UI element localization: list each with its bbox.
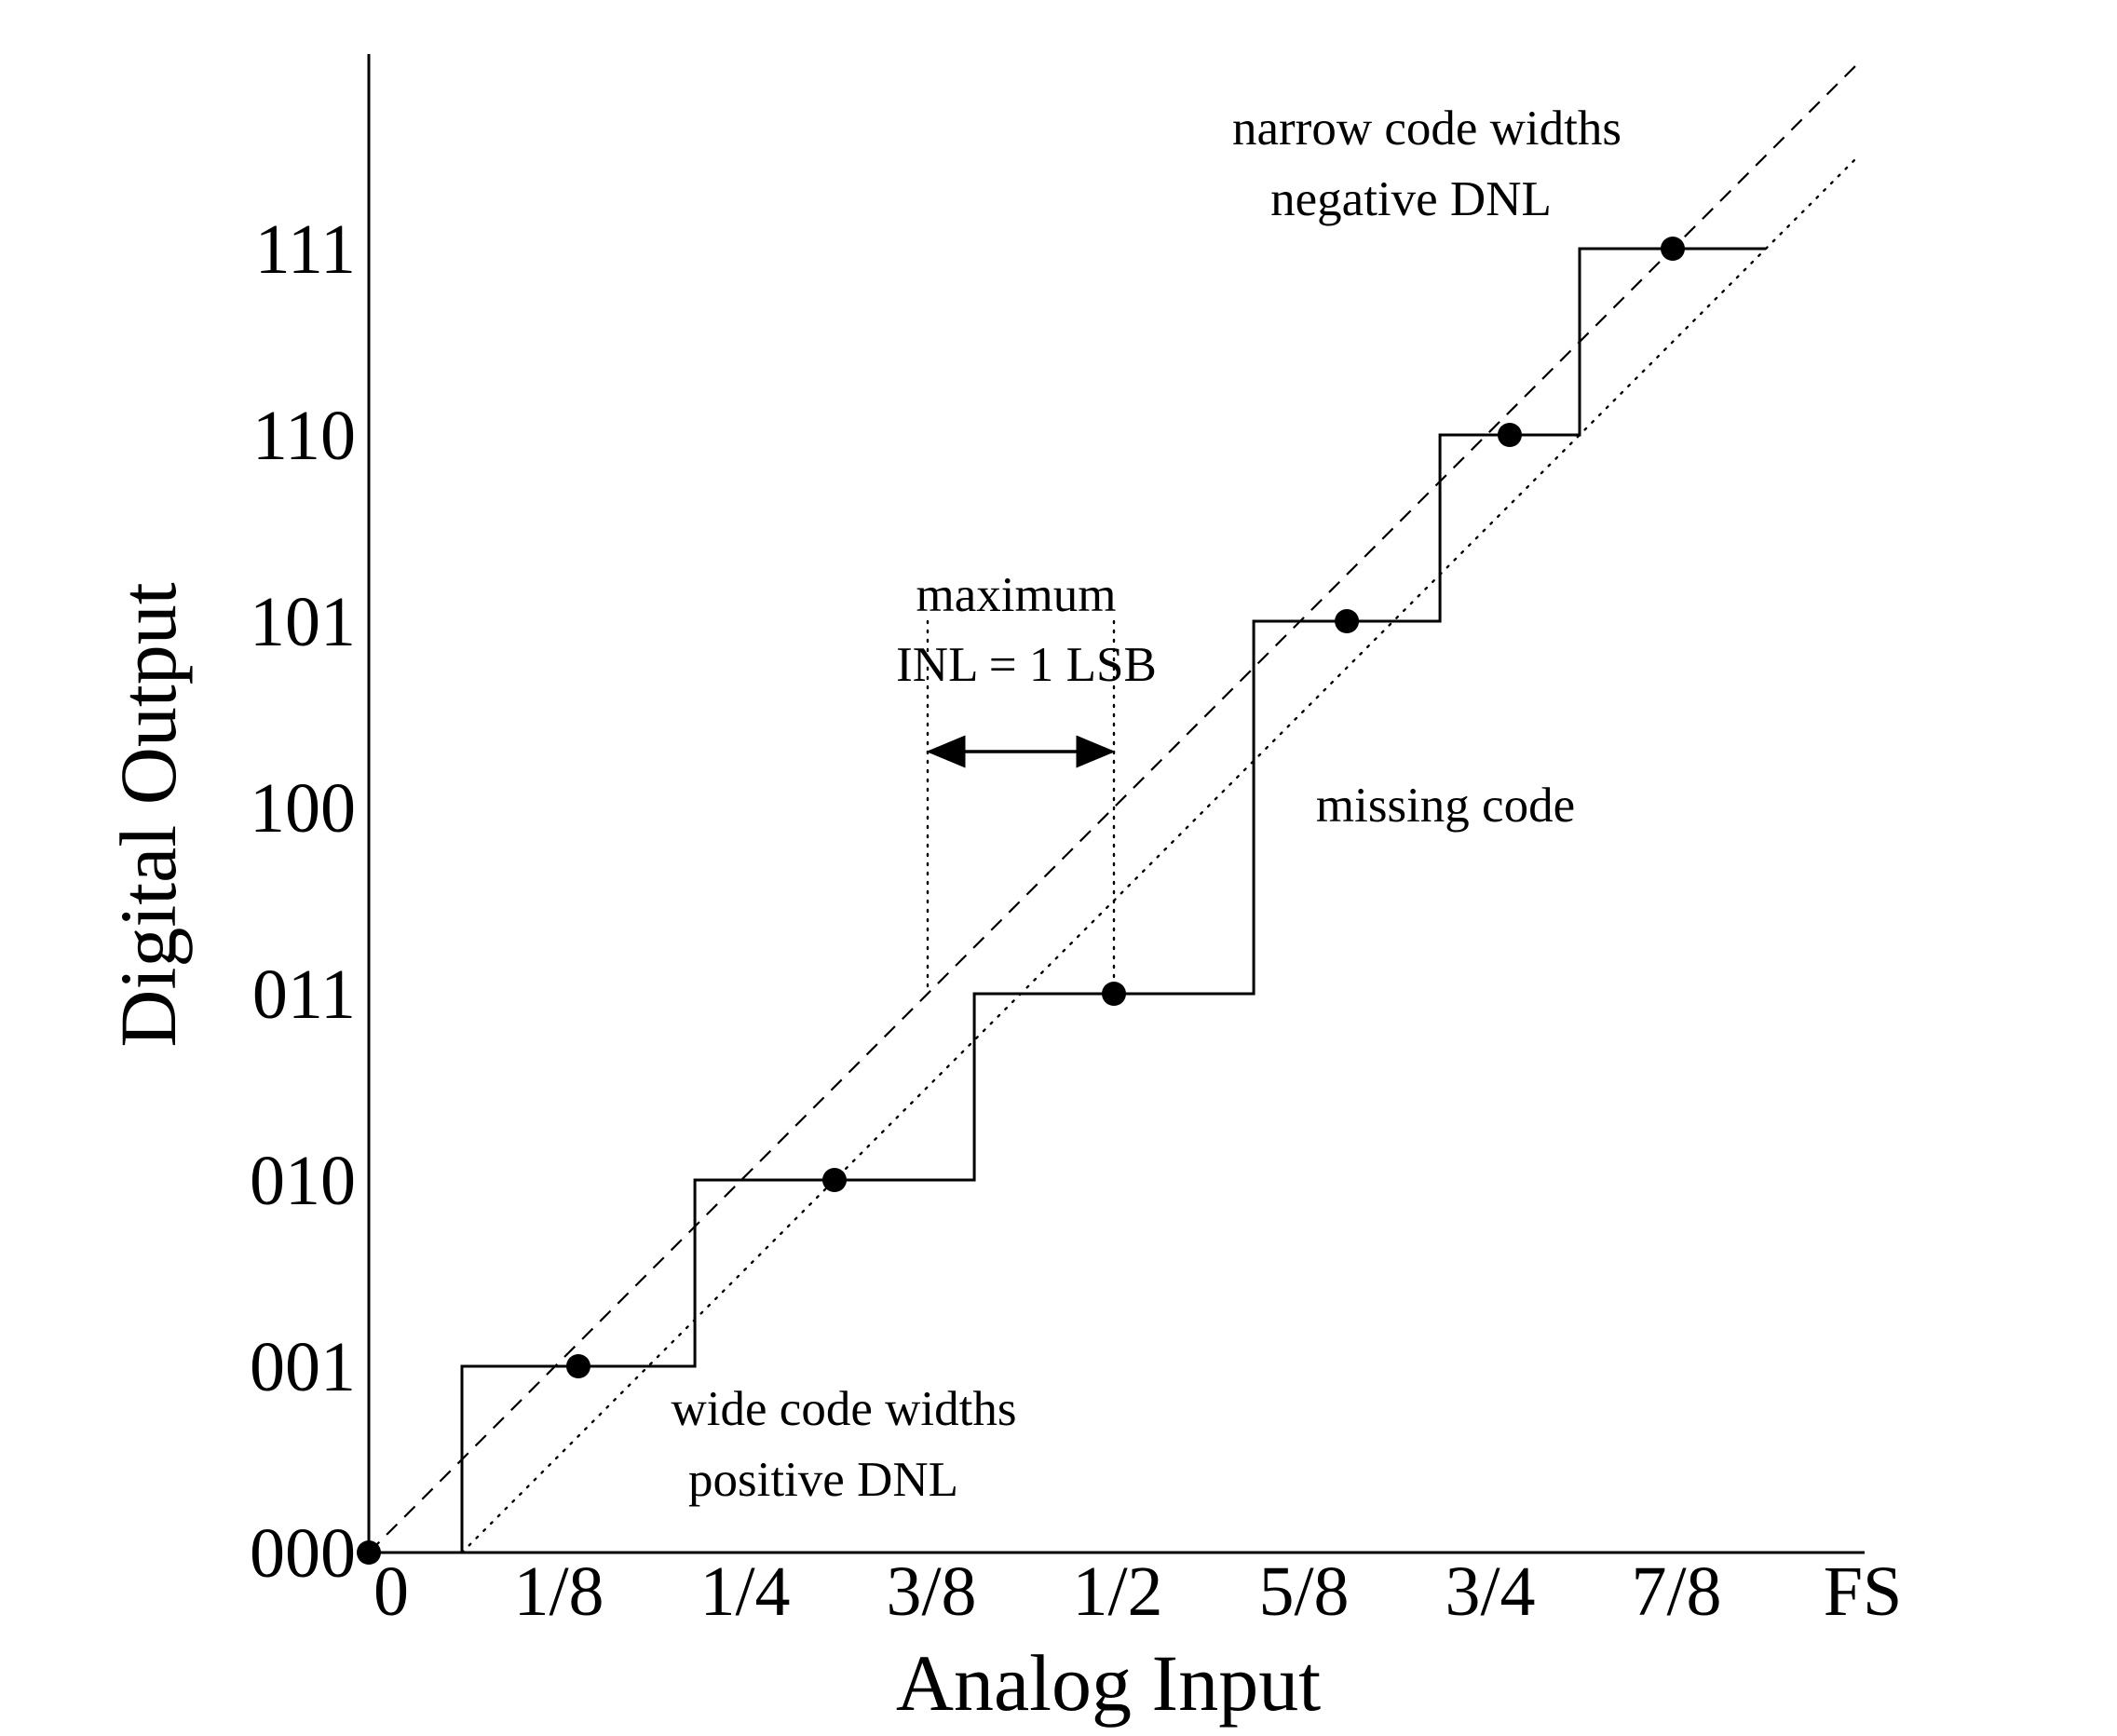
y-tick-label: 010	[250, 1142, 356, 1220]
code-midpoint-dot	[357, 1540, 381, 1565]
annotations: narrow code widths negative DNL maximum …	[672, 102, 1622, 1507]
note-narrow-code-widths: narrow code widths	[1232, 102, 1622, 156]
code-midpoint-dot	[565, 1354, 590, 1378]
y-tick-label: 110	[252, 397, 356, 475]
actual-fit-line	[460, 154, 1861, 1554]
y-tick-label: 101	[250, 583, 356, 661]
axes	[367, 54, 1865, 1554]
note-negative-dnl: negative DNL	[1270, 172, 1552, 226]
x-tick-label: 7/8	[1631, 1553, 1721, 1631]
x-tick-labels: 0 1/8 1/4 3/8 1/2 5/8 3/4 7/8 FS	[373, 1553, 1902, 1631]
note-wide-code-widths: wide code widths	[672, 1382, 1017, 1436]
note-positive-dnl: positive DNL	[688, 1453, 958, 1507]
y-axis-title: Digital Output	[103, 582, 193, 1047]
y-tick-label: 111	[255, 210, 356, 289]
code-midpoint-dots	[357, 237, 1685, 1565]
note-maximum: maximum	[916, 568, 1117, 622]
y-tick-label: 001	[250, 1328, 356, 1406]
code-midpoint-dot	[1497, 423, 1522, 447]
x-tick-label: 3/8	[886, 1553, 976, 1631]
y-tick-label: 100	[250, 769, 356, 848]
x-axis-title: Analog Input	[896, 1638, 1321, 1728]
code-midpoint-dot	[822, 1168, 847, 1192]
code-midpoint-dot	[1102, 982, 1126, 1006]
x-tick-label: 1/2	[1072, 1553, 1162, 1631]
code-midpoint-dot	[1335, 609, 1360, 633]
x-tick-label: 5/8	[1258, 1553, 1349, 1631]
note-missing-code: missing code	[1316, 779, 1575, 833]
x-tick-label: FS	[1824, 1553, 1903, 1631]
x-tick-label: 0	[373, 1553, 409, 1631]
y-tick-label: 000	[250, 1514, 356, 1593]
reference-lines	[368, 61, 1861, 1554]
x-tick-label: 1/4	[699, 1553, 790, 1631]
x-tick-label: 1/8	[513, 1553, 604, 1631]
x-tick-label: 3/4	[1445, 1553, 1535, 1631]
code-midpoint-dot	[1661, 237, 1685, 261]
y-tick-labels: 000 001 010 011 100 101 110 111	[250, 210, 356, 1593]
y-tick-label: 011	[252, 956, 356, 1034]
note-inl-1-lsb: INL = 1 LSB	[896, 638, 1157, 692]
